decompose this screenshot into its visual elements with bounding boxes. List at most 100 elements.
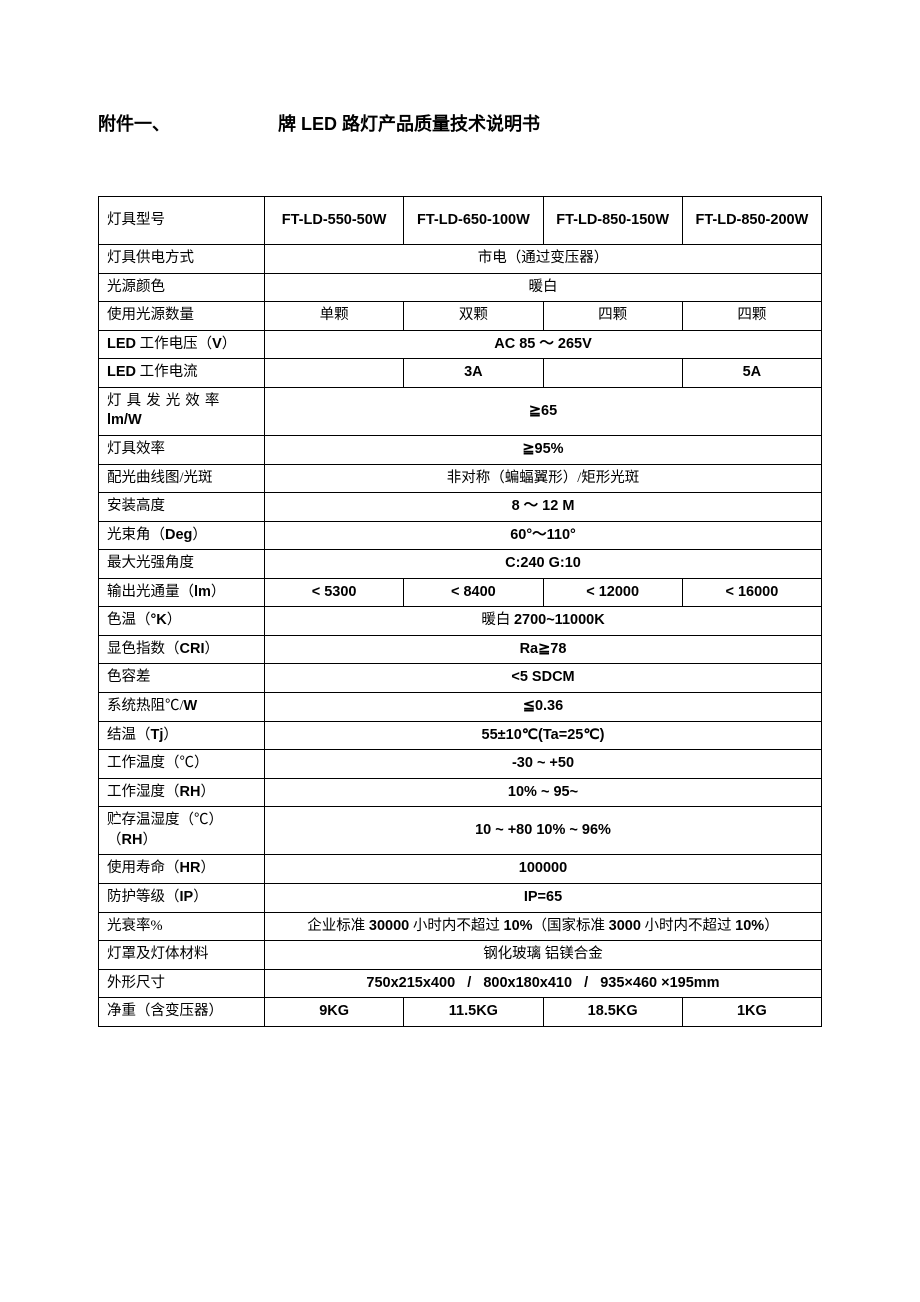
label-led-voltage: LED 工作电压（V） <box>99 330 265 359</box>
val-workhum: 10% ~ 95~ <box>265 778 822 807</box>
val-led-voltage: AC 85 ～ 265V <box>265 330 822 359</box>
row-worktemp: 工作温度（℃） -30 ~ +50 <box>99 750 822 779</box>
label-material: 灯罩及灯体材料 <box>99 941 265 970</box>
spec-table: 灯具型号 FT-LD-550-50W FT-LD-650-100W FT-LD-… <box>98 196 822 1027</box>
row-light-color: 光源颜色 暖白 <box>99 273 822 302</box>
row-led-voltage: LED 工作电压（V） AC 85 ～ 265V <box>99 330 822 359</box>
val-decay: 企业标准 30000 小时内不超过 10%（国家标准 3000 小时内不超过 1… <box>265 912 822 941</box>
label-efficiency: 灯具效率 <box>99 435 265 464</box>
val-model-1: FT-LD-550-50W <box>265 197 404 245</box>
label-light-curve: 配光曲线图/光斑 <box>99 464 265 493</box>
row-efficiency: 灯具效率 ≧95% <box>99 435 822 464</box>
label-decay: 光衰率% <box>99 912 265 941</box>
val-beam-angle: 60°～110° <box>265 521 822 550</box>
row-decay: 光衰率% 企业标准 30000 小时内不超过 10%（国家标准 3000 小时内… <box>99 912 822 941</box>
val-led-current-2: 3A <box>404 359 543 388</box>
label-workhum: 工作湿度（RH） <box>99 778 265 807</box>
label-dimensions: 外形尺寸 <box>99 969 265 998</box>
title-main: 牌 LED 路灯产品质量技术说明书 <box>278 110 540 136</box>
val-light-qty-3: 四颗 <box>543 302 682 331</box>
val-lumen-1: < 5300 <box>265 578 404 607</box>
label-beam-angle: 光束角（Deg） <box>99 521 265 550</box>
val-dimensions: 750x215x400 / 800x180x410 / 935×460 ×195… <box>265 969 822 998</box>
val-model-3: FT-LD-850-150W <box>543 197 682 245</box>
label-tj: 结温（Tj） <box>99 721 265 750</box>
val-light-curve: 非对称（蝙蝠翼形）/矩形光斑 <box>265 464 822 493</box>
val-material: 钢化玻璃 铝镁合金 <box>265 941 822 970</box>
val-led-current-3 <box>543 359 682 388</box>
row-lumen: 输出光通量（lm） < 5300 < 8400 < 12000 < 16000 <box>99 578 822 607</box>
row-model: 灯具型号 FT-LD-550-50W FT-LD-650-100W FT-LD-… <box>99 197 822 245</box>
val-light-qty-1: 单颗 <box>265 302 404 331</box>
label-weight: 净重（含变压器） <box>99 998 265 1027</box>
row-power-supply: 灯具供电方式 市电（通过变压器） <box>99 245 822 274</box>
val-model-4: FT-LD-850-200W <box>682 197 821 245</box>
row-thermal: 系统热阻℃/W ≦0.36 <box>99 693 822 722</box>
title-prefix: 附件一、 <box>98 110 170 136</box>
val-weight-4: 1KG <box>682 998 821 1027</box>
row-light-curve: 配光曲线图/光斑 非对称（蝙蝠翼形）/矩形光斑 <box>99 464 822 493</box>
row-beam-angle: 光束角（Deg） 60°～110° <box>99 521 822 550</box>
val-thermal: ≦0.36 <box>265 693 822 722</box>
val-cct: 暖白 2700~11000K <box>265 607 822 636</box>
val-light-qty-2: 双颗 <box>404 302 543 331</box>
row-install-height: 安装高度 8 ～ 12 M <box>99 493 822 522</box>
row-ip: 防护等级（IP） IP=65 <box>99 883 822 912</box>
val-led-current-4: 5A <box>682 359 821 388</box>
label-model: 灯具型号 <box>99 197 265 245</box>
row-storage: 贮存温湿度（℃）（RH） 10 ~ +80 10% ~ 96% <box>99 807 822 855</box>
label-light-qty: 使用光源数量 <box>99 302 265 331</box>
label-led-current: LED 工作电流 <box>99 359 265 388</box>
label-max-intensity: 最大光强角度 <box>99 550 265 579</box>
val-install-height: 8 ～ 12 M <box>265 493 822 522</box>
val-weight-1: 9KG <box>265 998 404 1027</box>
row-efficacy: 灯具发光效率lm/W ≧65 <box>99 387 822 435</box>
label-life: 使用寿命（HR） <box>99 855 265 884</box>
val-life: 100000 <box>265 855 822 884</box>
val-weight-3: 18.5KG <box>543 998 682 1027</box>
val-efficiency: ≧95% <box>265 435 822 464</box>
val-power-supply: 市电（通过变压器） <box>265 245 822 274</box>
val-ip: IP=65 <box>265 883 822 912</box>
val-worktemp: -30 ~ +50 <box>265 750 822 779</box>
row-led-current: LED 工作电流 3A 5A <box>99 359 822 388</box>
val-max-intensity: C:240 G:10 <box>265 550 822 579</box>
val-led-current-1 <box>265 359 404 388</box>
document-title: 附件一、 牌 LED 路灯产品质量技术说明书 <box>98 110 822 136</box>
label-cct: 色温（°K） <box>99 607 265 636</box>
row-light-qty: 使用光源数量 单颗 双颗 四颗 四颗 <box>99 302 822 331</box>
val-light-qty-4: 四颗 <box>682 302 821 331</box>
label-lumen: 输出光通量（lm） <box>99 578 265 607</box>
val-efficacy: ≧65 <box>265 387 822 435</box>
val-lumen-4: < 16000 <box>682 578 821 607</box>
label-thermal: 系统热阻℃/W <box>99 693 265 722</box>
row-material: 灯罩及灯体材料 钢化玻璃 铝镁合金 <box>99 941 822 970</box>
val-tj: 55±10℃(Ta=25℃) <box>265 721 822 750</box>
label-efficacy: 灯具发光效率lm/W <box>99 387 265 435</box>
val-storage: 10 ~ +80 10% ~ 96% <box>265 807 822 855</box>
label-ip: 防护等级（IP） <box>99 883 265 912</box>
row-max-intensity: 最大光强角度 C:240 G:10 <box>99 550 822 579</box>
row-cct: 色温（°K） 暖白 2700~11000K <box>99 607 822 636</box>
label-storage: 贮存温湿度（℃）（RH） <box>99 807 265 855</box>
row-dimensions: 外形尺寸 750x215x400 / 800x180x410 / 935×460… <box>99 969 822 998</box>
val-light-color: 暖白 <box>265 273 822 302</box>
row-workhum: 工作湿度（RH） 10% ~ 95~ <box>99 778 822 807</box>
val-cri: Ra≧78 <box>265 635 822 664</box>
label-worktemp: 工作温度（℃） <box>99 750 265 779</box>
label-cri: 显色指数（CRI） <box>99 635 265 664</box>
row-tj: 结温（Tj） 55±10℃(Ta=25℃) <box>99 721 822 750</box>
row-weight: 净重（含变压器） 9KG 11.5KG 18.5KG 1KG <box>99 998 822 1027</box>
label-power-supply: 灯具供电方式 <box>99 245 265 274</box>
label-install-height: 安装高度 <box>99 493 265 522</box>
val-lumen-3: < 12000 <box>543 578 682 607</box>
row-life: 使用寿命（HR） 100000 <box>99 855 822 884</box>
row-sdcm: 色容差 <5 SDCM <box>99 664 822 693</box>
val-lumen-2: < 8400 <box>404 578 543 607</box>
row-cri: 显色指数（CRI） Ra≧78 <box>99 635 822 664</box>
label-light-color: 光源颜色 <box>99 273 265 302</box>
val-model-2: FT-LD-650-100W <box>404 197 543 245</box>
label-sdcm: 色容差 <box>99 664 265 693</box>
val-weight-2: 11.5KG <box>404 998 543 1027</box>
val-sdcm: <5 SDCM <box>265 664 822 693</box>
